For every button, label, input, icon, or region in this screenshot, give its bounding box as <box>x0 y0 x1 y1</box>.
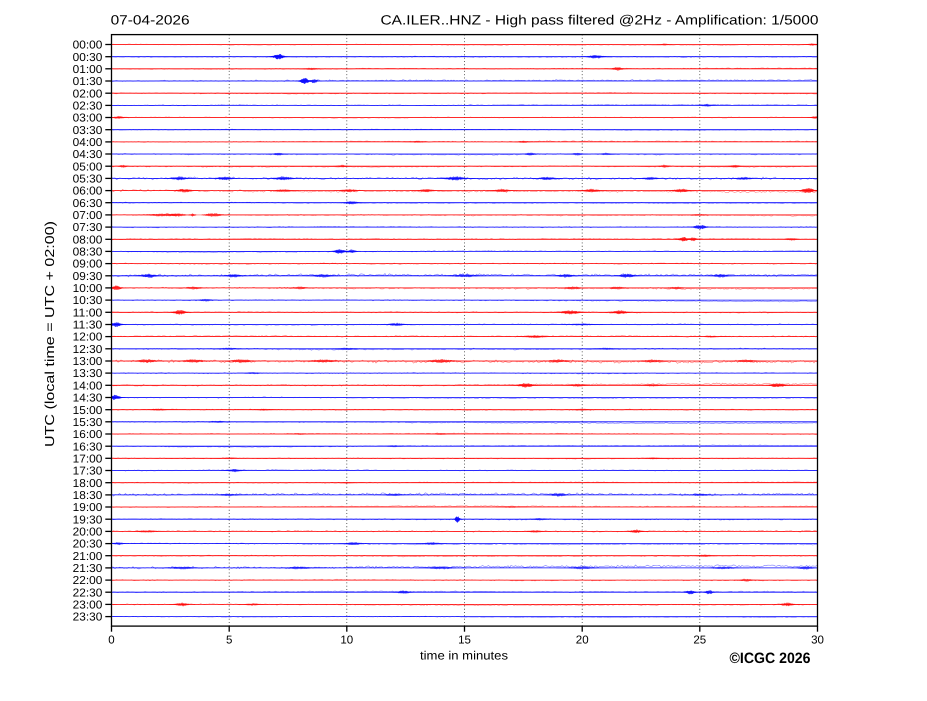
svg-text:16:00: 16:00 <box>73 429 103 441</box>
svg-text:5: 5 <box>226 635 232 647</box>
svg-text:22:00: 22:00 <box>73 575 103 587</box>
svg-text:02:00: 02:00 <box>73 88 103 100</box>
svg-text:15:00: 15:00 <box>73 405 103 417</box>
svg-text:08:00: 08:00 <box>73 234 103 246</box>
svg-text:25: 25 <box>693 635 706 647</box>
svg-text:11:00: 11:00 <box>73 307 103 319</box>
svg-text:05:30: 05:30 <box>73 174 103 186</box>
svg-text:21:00: 21:00 <box>73 551 103 563</box>
svg-text:01:00: 01:00 <box>73 64 103 76</box>
svg-text:18:30: 18:30 <box>73 490 103 502</box>
svg-text:12:30: 12:30 <box>73 344 103 356</box>
svg-text:18:00: 18:00 <box>73 478 103 490</box>
svg-text:06:00: 06:00 <box>73 186 103 198</box>
svg-text:04:00: 04:00 <box>73 137 103 149</box>
svg-text:11:30: 11:30 <box>73 320 103 332</box>
svg-text:15: 15 <box>458 635 471 647</box>
svg-text:10:00: 10:00 <box>73 283 103 295</box>
svg-text:20:30: 20:30 <box>73 539 103 551</box>
svg-text:08:30: 08:30 <box>73 247 103 259</box>
svg-text:05:00: 05:00 <box>73 161 103 173</box>
svg-text:UTC (local time = UTC + 02:00): UTC (local time = UTC + 02:00) <box>42 221 57 447</box>
svg-text:time in minutes: time in minutes <box>420 649 508 663</box>
svg-text:CA.ILER..HNZ - High pass filte: CA.ILER..HNZ - High pass filtered @2Hz -… <box>381 13 819 28</box>
svg-text:23:30: 23:30 <box>73 612 103 624</box>
svg-text:10:30: 10:30 <box>73 295 103 307</box>
svg-text:22:30: 22:30 <box>73 587 103 599</box>
svg-text:07-04-2026: 07-04-2026 <box>111 13 190 28</box>
svg-text:07:00: 07:00 <box>73 210 103 222</box>
svg-text:30: 30 <box>811 635 824 647</box>
svg-text:10: 10 <box>340 635 353 647</box>
svg-text:17:00: 17:00 <box>73 453 103 465</box>
svg-text:19:00: 19:00 <box>73 502 103 514</box>
svg-text:06:30: 06:30 <box>73 198 103 210</box>
svg-text:00:00: 00:00 <box>73 40 103 52</box>
svg-text:00:30: 00:30 <box>73 52 103 64</box>
svg-text:20:00: 20:00 <box>73 527 103 539</box>
svg-text:14:00: 14:00 <box>73 380 103 392</box>
svg-text:02:30: 02:30 <box>73 101 103 113</box>
svg-text:15:30: 15:30 <box>73 417 103 429</box>
svg-text:0: 0 <box>108 635 114 647</box>
svg-text:13:00: 13:00 <box>73 356 103 368</box>
svg-text:©ICGC 2026: ©ICGC 2026 <box>730 650 811 667</box>
svg-text:04:30: 04:30 <box>73 149 103 161</box>
svg-text:09:00: 09:00 <box>73 259 103 271</box>
svg-text:17:30: 17:30 <box>73 466 103 478</box>
svg-text:07:30: 07:30 <box>73 222 103 234</box>
svg-text:03:00: 03:00 <box>73 113 103 125</box>
svg-text:03:30: 03:30 <box>73 125 103 137</box>
svg-text:21:30: 21:30 <box>73 563 103 575</box>
svg-text:12:00: 12:00 <box>73 332 103 344</box>
svg-text:01:30: 01:30 <box>73 76 103 88</box>
svg-text:14:30: 14:30 <box>73 393 103 405</box>
svg-text:16:30: 16:30 <box>73 441 103 453</box>
svg-text:23:00: 23:00 <box>73 600 103 612</box>
svg-text:20: 20 <box>576 635 589 647</box>
svg-text:19:30: 19:30 <box>73 514 103 526</box>
svg-text:13:30: 13:30 <box>73 368 103 380</box>
svg-text:09:30: 09:30 <box>73 271 103 283</box>
